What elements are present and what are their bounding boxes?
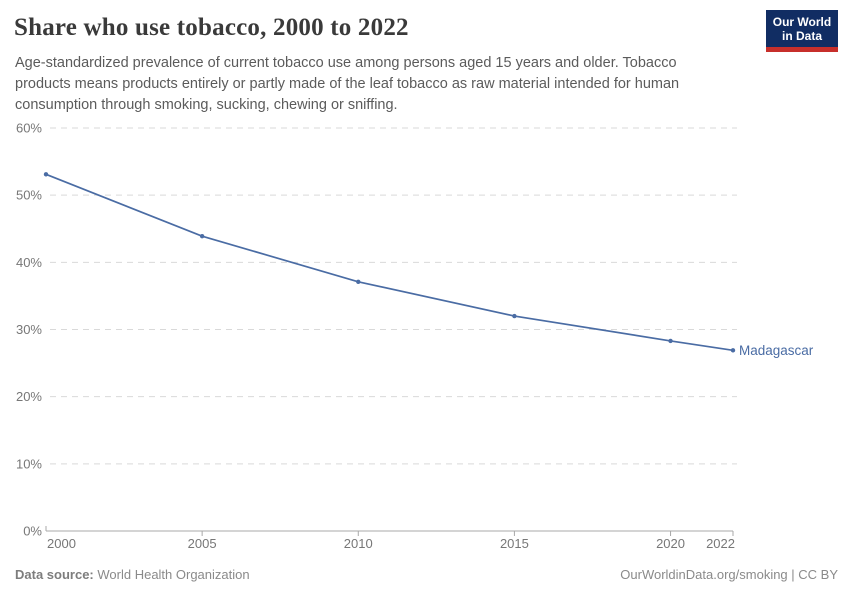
- data-source: Data source: World Health Organization: [15, 567, 250, 582]
- data-point[interactable]: [199, 233, 205, 239]
- y-tick-label: 40%: [16, 255, 42, 270]
- x-tick-label: 2005: [188, 536, 217, 551]
- data-point[interactable]: [668, 338, 673, 344]
- y-tick-label: 50%: [16, 188, 42, 203]
- y-tick-label: 20%: [16, 389, 42, 404]
- series-end-label: Madagascar: [739, 343, 814, 358]
- data-point[interactable]: [356, 279, 361, 285]
- page-title: Share who use tobacco, 2000 to 2022: [14, 14, 409, 41]
- data-line[interactable]: [45, 173, 734, 352]
- data-point[interactable]: [43, 172, 49, 177]
- data-source-label: Data source:: [15, 567, 94, 582]
- attribution-link[interactable]: OurWorldinData.org/smoking | CC BY: [620, 567, 838, 582]
- data-source-value[interactable]: World Health Organization: [97, 567, 250, 582]
- y-tick-label: 60%: [16, 121, 42, 136]
- chart-subtitle: Age-standardized prevalence of current t…: [15, 55, 680, 114]
- x-tick-label: 2015: [500, 536, 529, 551]
- x-tick-label: 2022: [706, 536, 735, 551]
- chart-footer: Data source: World Health Organization O…: [15, 567, 838, 582]
- x-tick-label: 2000: [47, 536, 76, 551]
- owid-logo[interactable]: Our World in Data: [766, 10, 838, 52]
- data-point[interactable]: [730, 348, 736, 353]
- x-tick-label: 2010: [344, 536, 373, 551]
- x-tick-label: 2020: [656, 536, 685, 551]
- owid-logo-line2: in Data: [781, 29, 822, 43]
- data-point[interactable]: [512, 313, 517, 319]
- y-tick-label: 0%: [23, 524, 42, 539]
- y-tick-label: 30%: [16, 322, 42, 337]
- owid-logo-line1: Our World: [772, 15, 832, 29]
- y-tick-label: 10%: [16, 456, 42, 471]
